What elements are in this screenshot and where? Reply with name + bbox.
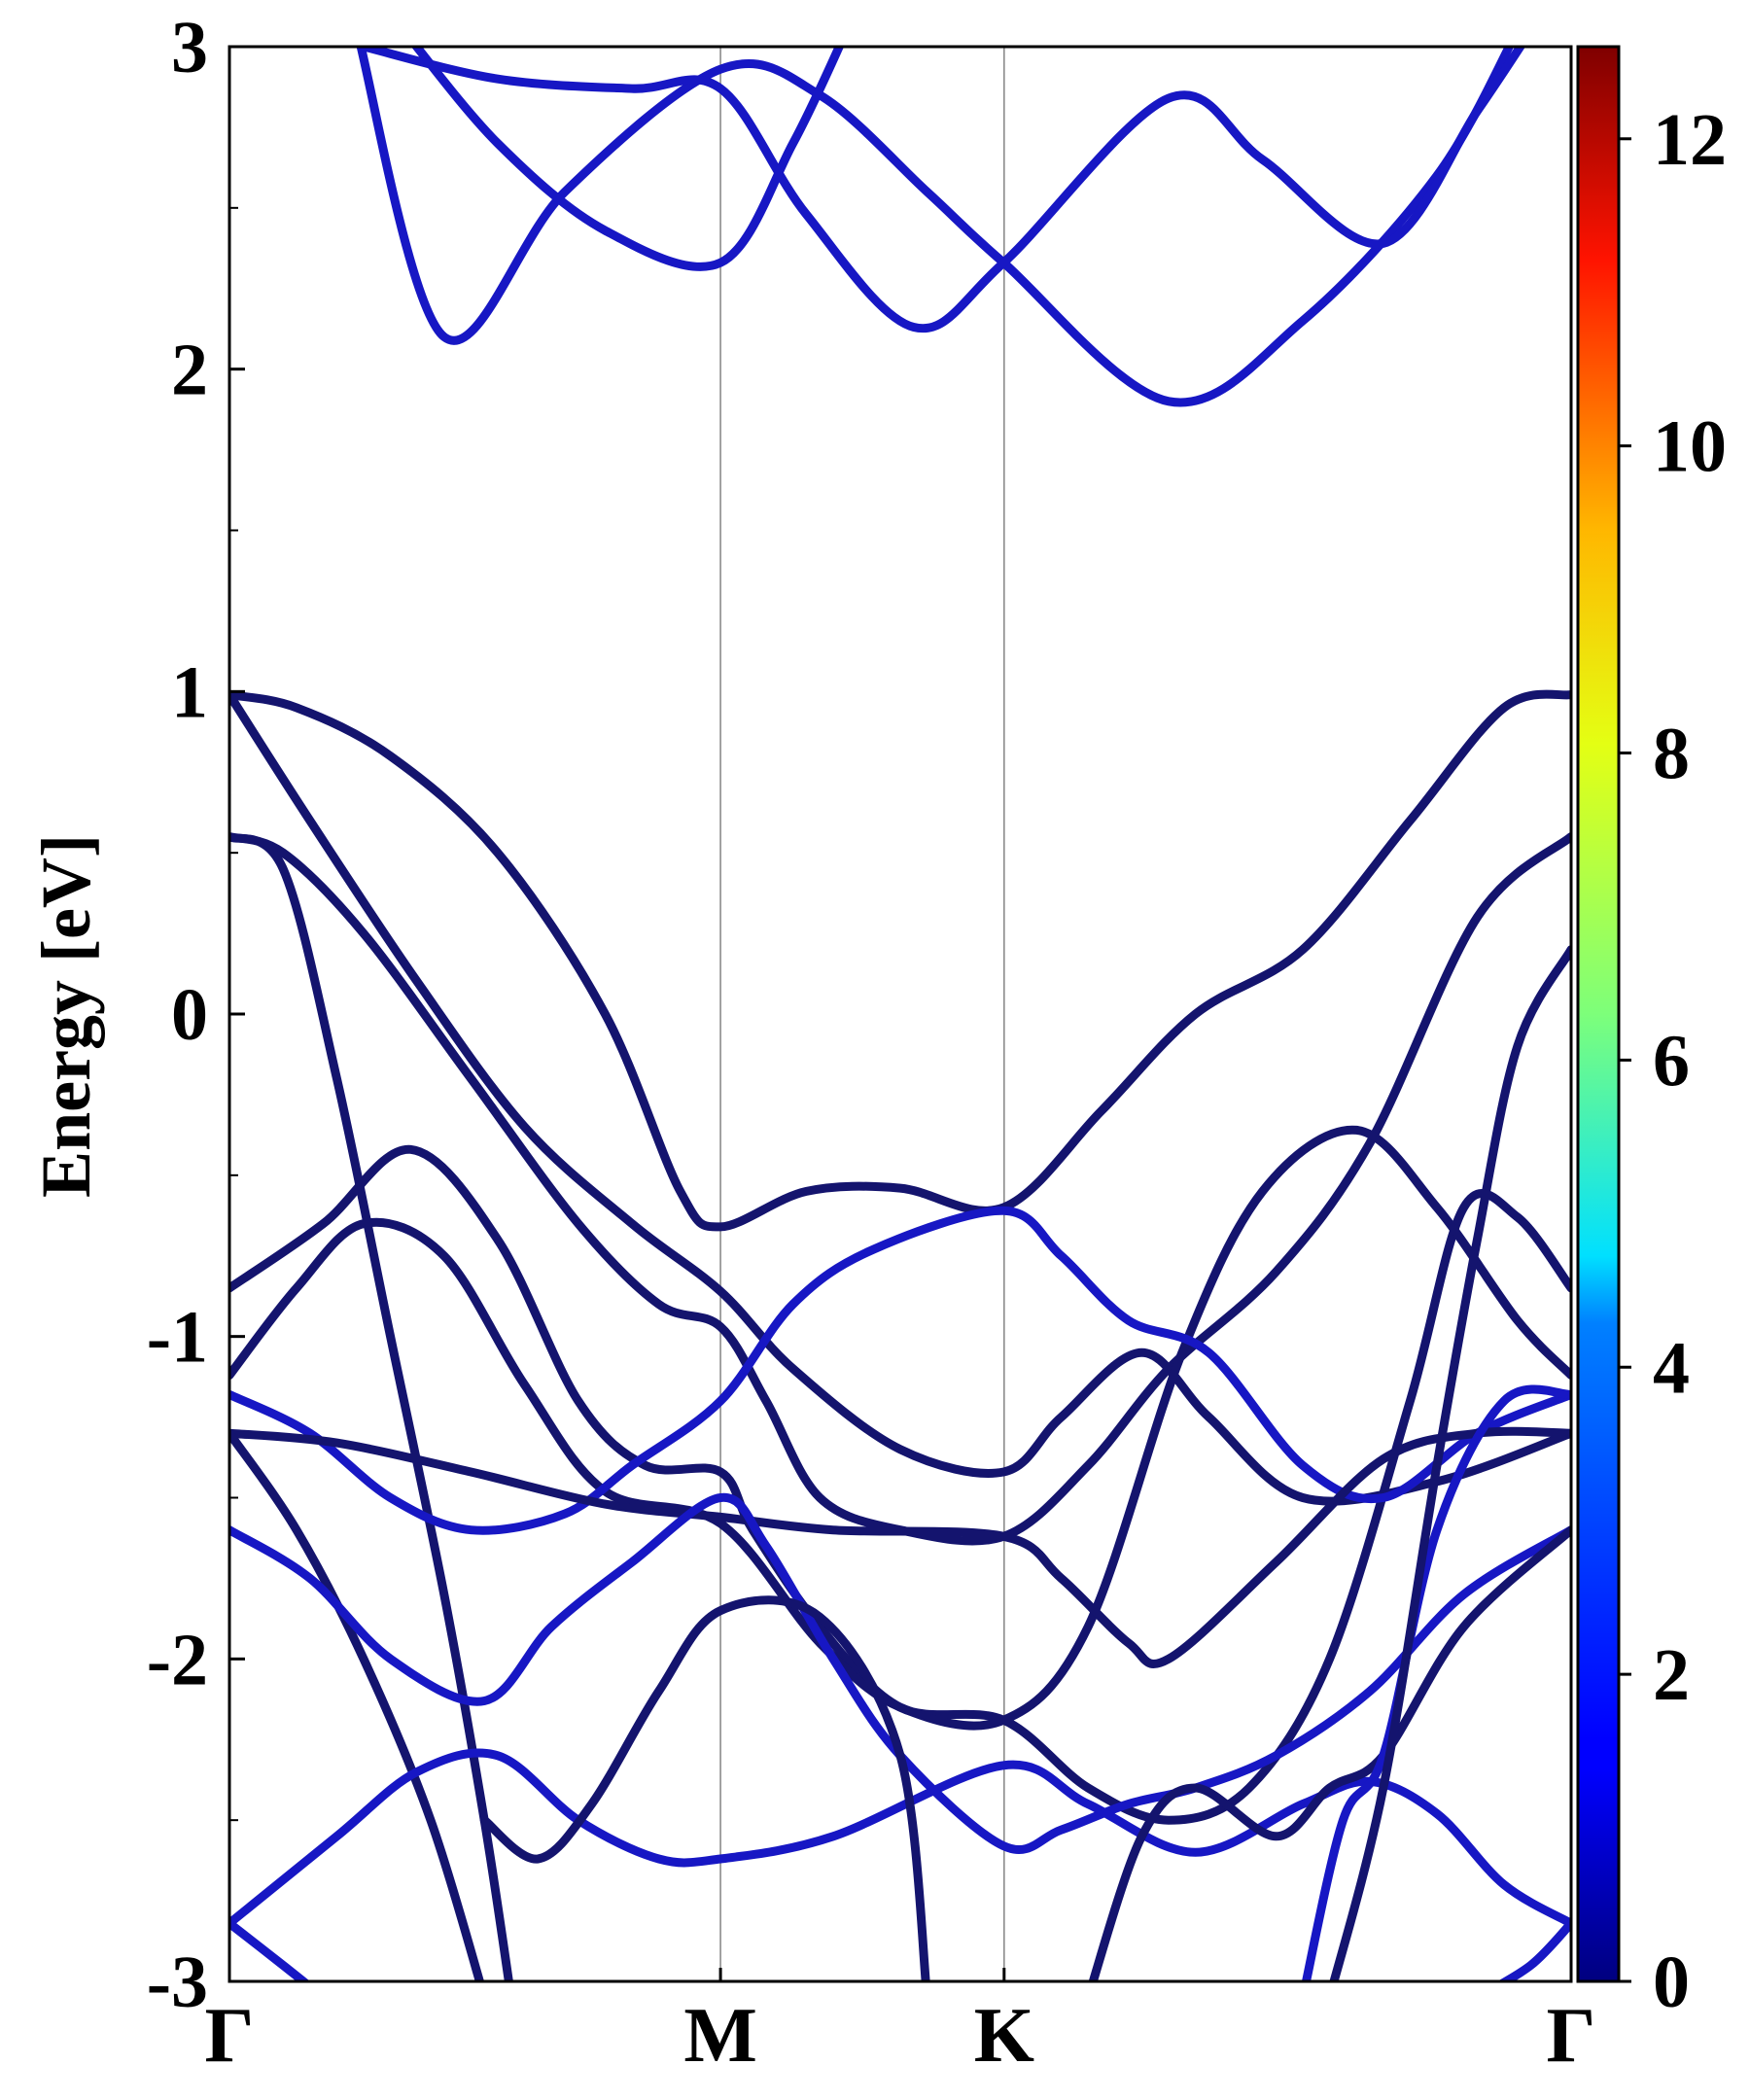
band-line-3 — [229, 689, 1571, 1232]
y-axis-label: Energy [eV] — [27, 834, 105, 1198]
kpoint-label-1: M — [683, 1993, 757, 2079]
band-line-11 — [229, 1428, 485, 1981]
band-line-5 — [229, 832, 1571, 1546]
band-line-1 — [359, 47, 1526, 333]
band-line-19 — [1329, 945, 1571, 1981]
bands — [229, 47, 1571, 1981]
band-line-0 — [356, 47, 1515, 407]
colorbar — [1576, 45, 1621, 1983]
y-axis: -3 -2 -1 0 1 2 3 — [147, 7, 245, 2023]
colorbar-tick-label-2: 4 — [1653, 1327, 1690, 1409]
colorbar-tick-label-5: 10 — [1653, 406, 1727, 488]
y-tick-label-6: 3 — [171, 7, 208, 88]
colorbar-tick-label-4: 8 — [1653, 714, 1690, 795]
colorbar-tick-label-6: 12 — [1653, 99, 1727, 181]
band-line-4 — [229, 690, 1571, 1506]
kpoint-label-3: Γ — [1547, 1993, 1596, 2079]
band-line-8 — [229, 1125, 1571, 1731]
band-line-9 — [229, 1206, 1571, 1535]
y-tick-label-5: 2 — [171, 330, 208, 411]
colorbar-tick-label-3: 6 — [1653, 1020, 1690, 1102]
y-tick-label-1: -2 — [147, 1619, 208, 1700]
band-line-15 — [1088, 1525, 1571, 1981]
colorbar-tick-label-1: 2 — [1653, 1634, 1690, 1716]
band-line-17 — [1497, 1918, 1571, 1981]
y-tick-label-4: 1 — [171, 651, 208, 733]
band-line-14 — [479, 1595, 930, 1981]
band-line-2 — [410, 47, 845, 271]
band-line-7 — [229, 1144, 1571, 1825]
y-tick-label-2: -1 — [147, 1297, 208, 1379]
y-tick-label-0: -3 — [147, 1942, 208, 2023]
colorbar-ticks: 0 2 4 6 8 10 12 — [1619, 99, 1727, 2023]
kpath-lines — [719, 47, 1005, 1981]
kpoint-label-2: K — [974, 1993, 1034, 2079]
band-line-12 — [229, 1492, 1571, 1855]
band-line-16 — [229, 1918, 311, 1981]
kpoint-label-0: Γ — [205, 1993, 255, 2079]
colorbar-tick-label-0: 0 — [1653, 1942, 1690, 2023]
y-tick-label-3: 0 — [171, 974, 208, 1056]
band-line-10 — [229, 1426, 1571, 1668]
